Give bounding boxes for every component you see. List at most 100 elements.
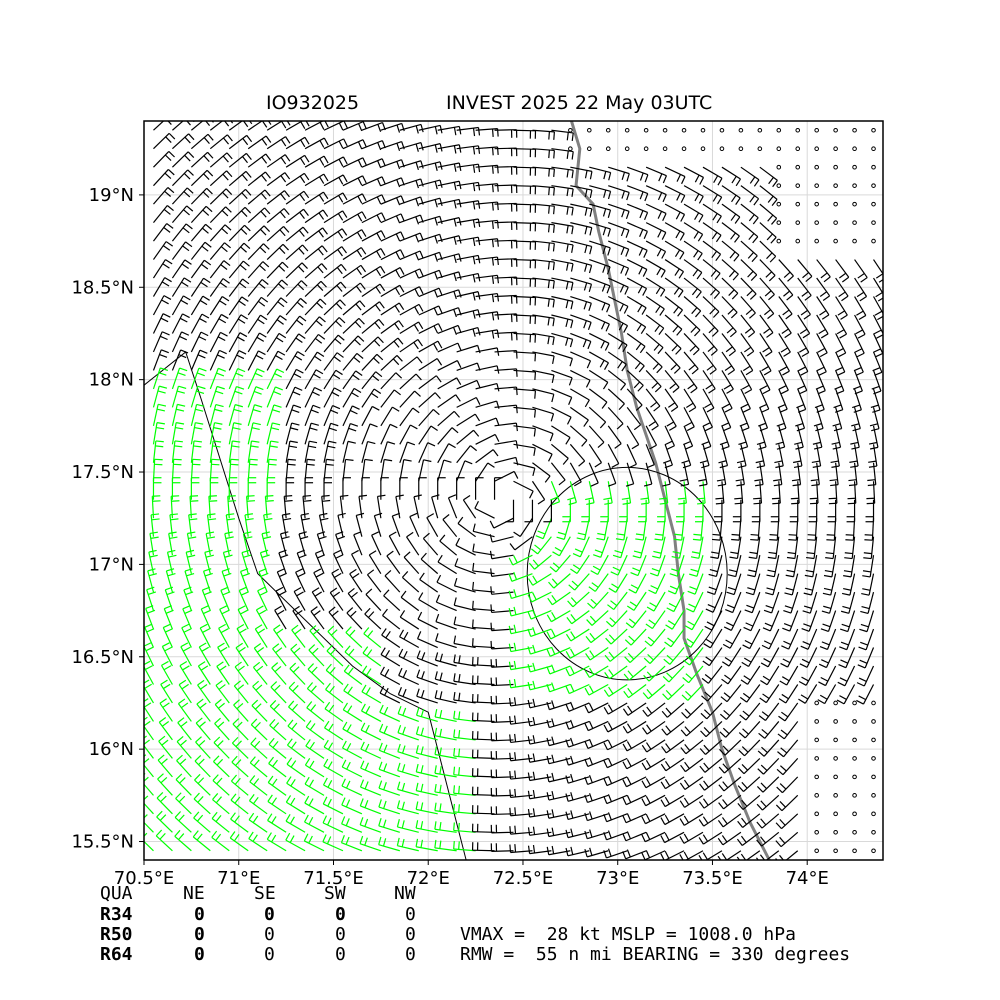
wind-barb-feather bbox=[182, 227, 190, 234]
wind-barb-staff bbox=[589, 351, 609, 364]
wind-barb-feather bbox=[491, 312, 495, 321]
wind-barb-feather bbox=[759, 403, 767, 409]
wind-barb-feather bbox=[215, 815, 222, 822]
wind-barb-feather bbox=[703, 762, 710, 770]
wind-barb-feather bbox=[205, 223, 213, 230]
wind-barb-staff bbox=[378, 787, 401, 796]
wind-barb-staff bbox=[626, 185, 648, 195]
wind-barb-staff bbox=[266, 172, 286, 187]
wind-barb-staff bbox=[437, 198, 460, 205]
calm-dot bbox=[814, 238, 819, 244]
wind-barb-feather bbox=[223, 137, 230, 145]
wind-barb-staff bbox=[765, 850, 780, 860]
wind-barb-staff bbox=[248, 838, 268, 852]
wind-barb-staff bbox=[551, 610, 571, 623]
wind-barb-staff bbox=[247, 296, 262, 316]
wind-barb-feather bbox=[420, 690, 425, 698]
wind-barb-feather bbox=[178, 833, 185, 841]
wind-barb-feather bbox=[327, 742, 334, 750]
r64-sw: 0 bbox=[335, 944, 346, 965]
wind-barb-feather bbox=[661, 746, 667, 754]
wind-barb-feather bbox=[570, 301, 574, 310]
wind-barb-feather bbox=[622, 833, 627, 841]
wind-barb-feather bbox=[858, 646, 867, 651]
wind-barb-staff bbox=[285, 136, 306, 150]
wind-barb-feather bbox=[273, 624, 281, 630]
wind-barb-feather bbox=[552, 551, 560, 557]
wind-barb-feather bbox=[384, 458, 393, 462]
wind-barb-feather bbox=[670, 363, 678, 371]
calm-dot bbox=[871, 127, 876, 133]
wind-barb-feather bbox=[174, 811, 182, 818]
wind-barb-feather bbox=[200, 281, 208, 288]
wind-barb-staff bbox=[434, 753, 457, 759]
wind-barb-feather bbox=[286, 757, 293, 765]
wind-barb-staff bbox=[247, 189, 266, 205]
wind-barb-feather bbox=[509, 752, 512, 761]
wind-barb-feather bbox=[514, 752, 517, 761]
wind-barb-staff bbox=[328, 611, 344, 630]
wind-barb-feather bbox=[548, 205, 550, 214]
wind-barb-staff bbox=[646, 739, 666, 753]
wind-barb-feather bbox=[201, 263, 209, 270]
wind-barb-feather bbox=[309, 427, 318, 431]
wind-barb-feather bbox=[160, 317, 169, 323]
wind-barb-feather bbox=[334, 572, 342, 578]
wind-barb-feather bbox=[453, 577, 458, 586]
wind-barb-feather bbox=[354, 321, 362, 329]
wind-barb-feather bbox=[470, 445, 478, 452]
wind-barb-feather bbox=[796, 404, 805, 409]
wind-barb-staff bbox=[268, 743, 287, 759]
wind-barb-feather bbox=[295, 337, 303, 344]
wind-barb-staff bbox=[778, 296, 793, 315]
wind-barb-feather bbox=[639, 210, 644, 219]
wind-barb-feather bbox=[453, 291, 457, 300]
wind-barb-feather bbox=[614, 443, 622, 449]
wind-barb-feather bbox=[358, 123, 363, 132]
wind-barb-staff bbox=[304, 387, 316, 408]
wind-barb-feather bbox=[158, 716, 167, 723]
r64-nw: 0 bbox=[405, 944, 416, 965]
wind-barb-feather bbox=[665, 707, 672, 715]
wind-barb-feather bbox=[380, 248, 386, 256]
wind-barb-staff bbox=[341, 842, 363, 852]
calm-dot bbox=[852, 127, 857, 133]
wind-barb-feather bbox=[860, 277, 868, 283]
wind-barb-feather bbox=[341, 797, 346, 806]
wind-barb-feather bbox=[357, 335, 365, 342]
wind-barb-feather bbox=[292, 685, 299, 692]
wind-barb-feather bbox=[760, 800, 767, 808]
wind-barb-staff bbox=[436, 581, 457, 593]
wind-barb-feather bbox=[707, 603, 716, 609]
wind-barb-feather bbox=[437, 554, 443, 563]
wind-barb-feather bbox=[584, 170, 588, 179]
wind-barb-staff bbox=[761, 831, 780, 847]
wind-barb-feather bbox=[338, 140, 344, 149]
wind-barb-feather bbox=[713, 292, 720, 299]
wind-barb-feather bbox=[308, 644, 316, 651]
wind-barb-staff bbox=[437, 289, 459, 298]
wind-barb-feather bbox=[163, 227, 171, 233]
wind-barb-feather bbox=[360, 264, 367, 273]
wind-barb-feather bbox=[637, 384, 644, 392]
wind-barb-staff bbox=[417, 638, 438, 649]
wind-barb-staff bbox=[702, 388, 715, 409]
wind-barb-feather bbox=[698, 854, 703, 860]
wind-barb-feather bbox=[277, 591, 286, 597]
wind-barb-staff bbox=[190, 331, 202, 353]
wind-barb-feather bbox=[146, 586, 155, 591]
wind-barb-feather bbox=[683, 797, 690, 805]
wind-barb-feather bbox=[567, 600, 574, 608]
wind-barb-feather bbox=[395, 215, 401, 224]
wind-barb-staff bbox=[361, 371, 377, 390]
wind-barb-feather bbox=[455, 537, 461, 546]
wind-barb-feather bbox=[362, 139, 367, 148]
wind-barb-feather bbox=[203, 609, 211, 615]
wind-barb-staff bbox=[664, 813, 685, 826]
wind-barb-feather bbox=[610, 571, 619, 576]
wind-barb-feather bbox=[812, 465, 821, 468]
wind-barb-feather bbox=[295, 568, 304, 573]
wind-barb-feather bbox=[392, 358, 400, 366]
wind-barb-feather bbox=[644, 640, 652, 647]
